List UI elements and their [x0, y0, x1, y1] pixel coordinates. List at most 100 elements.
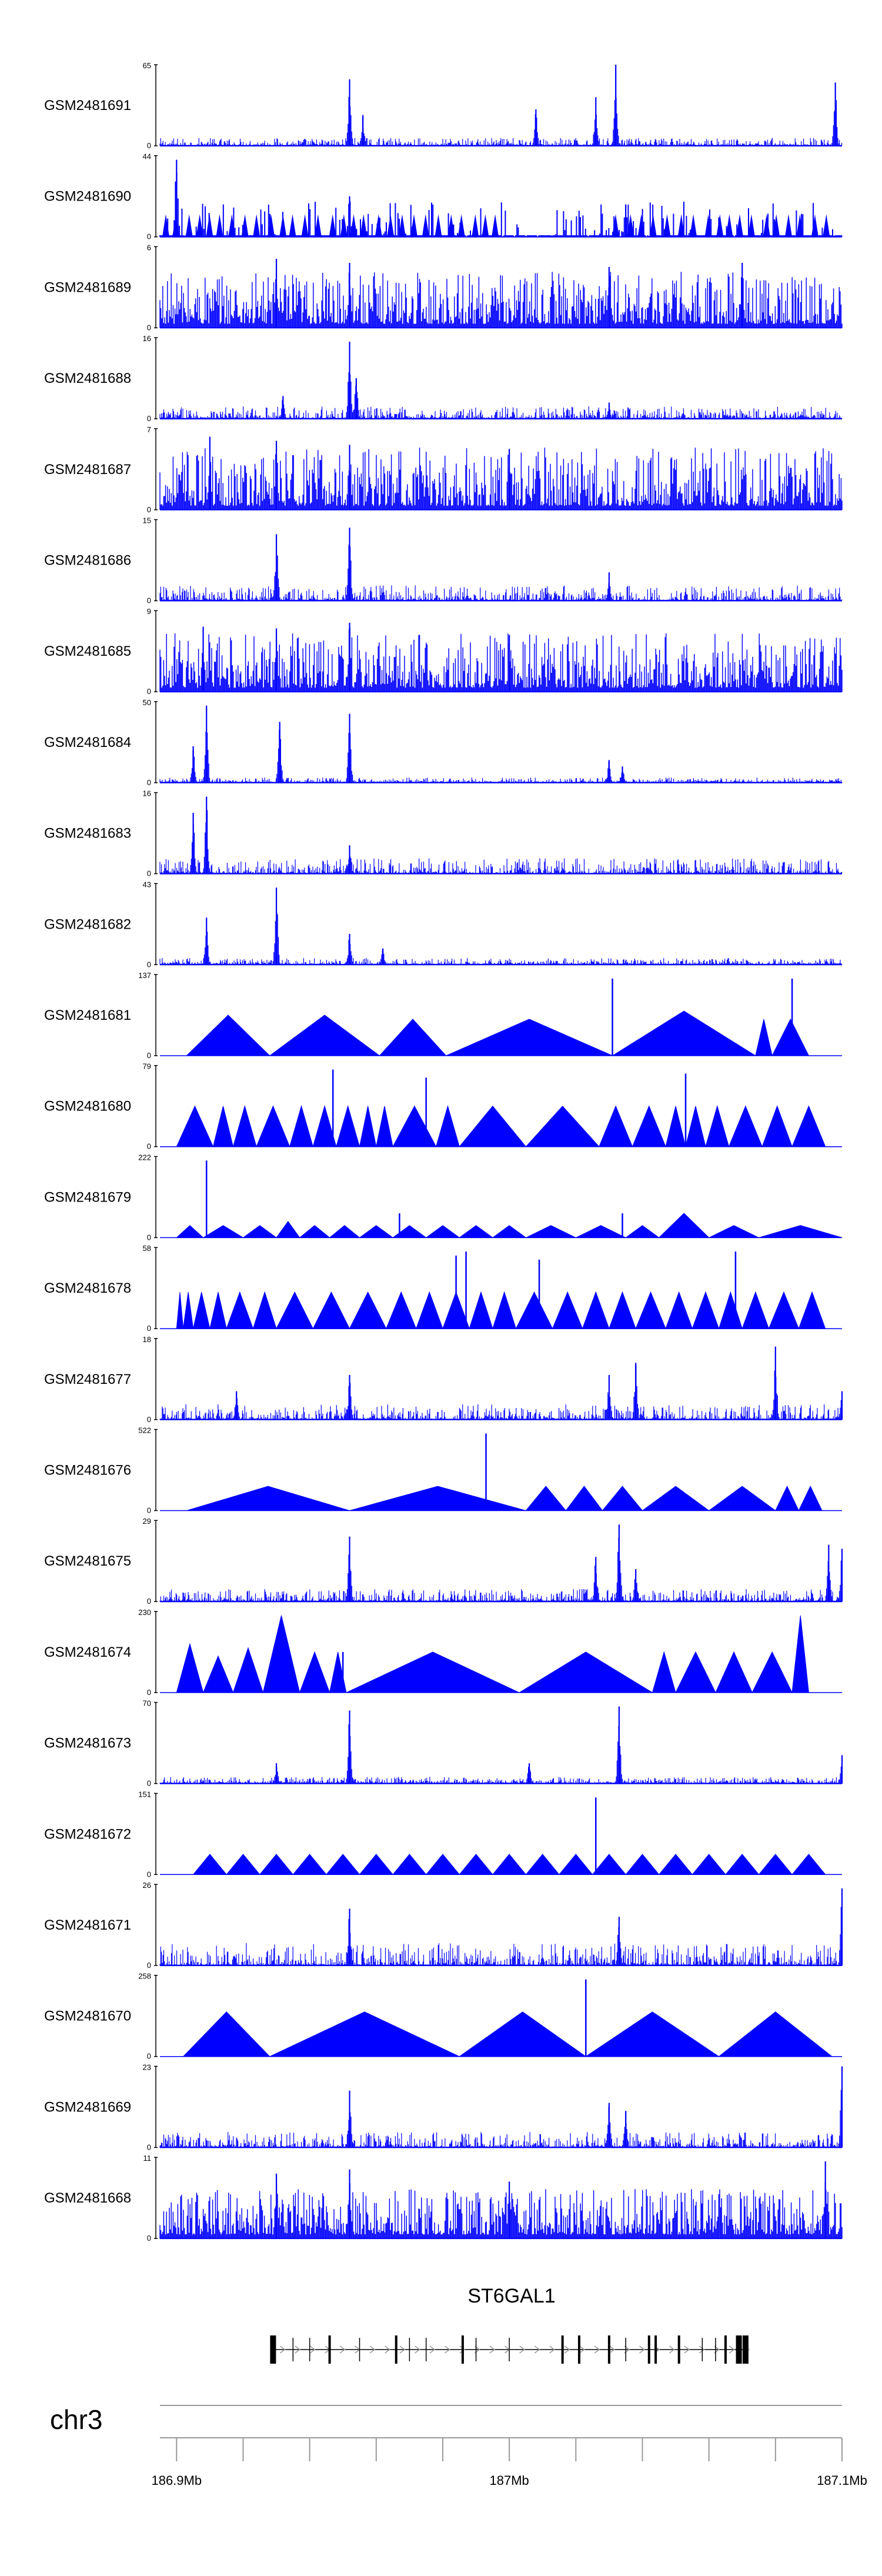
- track-ymin-label: 0: [147, 2052, 151, 2061]
- gene-annotation-track: ST6GAL1: [270, 2285, 750, 2364]
- track-ymin-label: 0: [147, 778, 151, 787]
- strand-arrow: [295, 2345, 301, 2354]
- track-label: GSM2481669: [44, 2099, 131, 2115]
- signal-area: [186, 1485, 823, 1511]
- track-gsm2481683: GSM2481683 16 0: [44, 789, 843, 878]
- signal-bars: [159, 626, 843, 692]
- signal-bars: [159, 1897, 843, 1966]
- signal-area: [182, 2011, 833, 2057]
- track-ymax-label: 230: [138, 1608, 151, 1617]
- track-ymax-label: 79: [143, 1062, 151, 1071]
- track-label: GSM2481680: [44, 1099, 131, 1115]
- axis-tick-label: 187Mb: [490, 2473, 529, 2488]
- track-ymax-label: 16: [143, 334, 151, 343]
- strand-arrow: [519, 2345, 526, 2354]
- strand-arrow: [639, 2345, 645, 2354]
- strand-arrow: [534, 2345, 540, 2354]
- track-label: GSM2481668: [44, 2190, 131, 2206]
- track-ymax-label: 258: [138, 1972, 151, 1981]
- track-ymax-label: 16: [143, 789, 151, 798]
- track-label: GSM2481672: [44, 1826, 131, 1842]
- track-ymax-label: 70: [143, 1699, 151, 1708]
- track-ymax-label: 15: [143, 516, 151, 525]
- strand-arrow: [564, 2345, 570, 2354]
- track-ymin-label: 0: [147, 1961, 151, 1970]
- track-gsm2481676: GSM2481676 522 0: [44, 1426, 842, 1515]
- strand-arrow: [445, 2345, 450, 2354]
- track-ymin-label: 0: [147, 1324, 151, 1333]
- gene-exon: [654, 2335, 657, 2364]
- strand-arrow: [459, 2345, 466, 2354]
- track-ymax-label: 6: [147, 243, 151, 252]
- strand-arrow: [309, 2345, 316, 2354]
- track-ymax-label: 151: [138, 1790, 151, 1798]
- track-ymax-label: 18: [143, 1335, 151, 1344]
- track-gsm2481687: GSM2481687 7 0: [44, 425, 843, 514]
- gene-exon: [736, 2335, 742, 2364]
- strand-arrow: [609, 2345, 615, 2354]
- track-gsm2481677: GSM2481677 18 0: [44, 1335, 843, 1424]
- track-gsm2481680: GSM2481680 79 0: [44, 1062, 842, 1151]
- track-ymin-label: 0: [147, 1051, 151, 1060]
- track-label: GSM2481679: [44, 1189, 131, 1205]
- gene-exon: [647, 2335, 650, 2364]
- axis-tick-label: 187.1Mb: [817, 2473, 867, 2488]
- strand-arrow: [415, 2345, 420, 2354]
- track-gsm2481669: GSM2481669 23 0: [44, 2063, 843, 2151]
- gene-exon: [270, 2335, 276, 2364]
- signal-bars: [159, 545, 843, 601]
- track-label: GSM2481674: [44, 1644, 131, 1660]
- strand-arrow: [369, 2345, 376, 2354]
- track-label: GSM2481686: [44, 553, 131, 569]
- signal-bars: [159, 2183, 843, 2239]
- gene-exon: [328, 2335, 331, 2364]
- track-ymin-label: 0: [147, 2143, 151, 2151]
- track-ymin-label: 0: [147, 1142, 151, 1151]
- signal-bars: [159, 68, 843, 146]
- track-ymin-label: 0: [147, 1506, 151, 1515]
- gene-exon: [577, 2335, 580, 2364]
- track-gsm2481686: GSM2481686 15 0: [44, 516, 843, 605]
- chromosome-label: chr3: [50, 2404, 102, 2435]
- gene-name-label: ST6GAL1: [467, 2285, 555, 2307]
- track-gsm2481679: GSM2481679 222 0: [44, 1153, 843, 1242]
- track-label: GSM2481688: [44, 371, 131, 386]
- strand-arrow: [339, 2345, 346, 2354]
- track-label: GSM2481690: [44, 189, 131, 205]
- track-label: GSM2481677: [44, 1372, 131, 1387]
- signal-bars: [159, 272, 843, 328]
- track-label: GSM2481685: [44, 643, 131, 659]
- track-ymax-label: 522: [138, 1426, 151, 1435]
- track-gsm2481673: GSM2481673 70 0: [44, 1699, 843, 1788]
- track-ymin-label: 0: [147, 323, 151, 332]
- track-label: GSM2481671: [44, 1917, 131, 1933]
- signal-area: [186, 1010, 810, 1056]
- strand-arrow: [684, 2345, 690, 2354]
- strand-arrow: [279, 2345, 286, 2354]
- track-gsm2481671: GSM2481671 26 0: [44, 1881, 843, 1970]
- track-ymin-label: 0: [147, 505, 151, 514]
- strand-arrow: [385, 2345, 390, 2354]
- strand-arrow: [549, 2345, 555, 2354]
- track-gsm2481684: GSM2481684 50 0: [44, 698, 843, 787]
- track-gsm2481672: GSM2481672 151 0: [44, 1790, 842, 1878]
- track-ymax-label: 26: [143, 1881, 151, 1890]
- gene-exon: [607, 2335, 610, 2364]
- gene-exon: [677, 2335, 680, 2364]
- signal-bars: [159, 2081, 843, 2148]
- track-label: GSM2481670: [44, 2008, 131, 2024]
- strand-arrow: [669, 2345, 675, 2354]
- gene-exon: [461, 2335, 464, 2364]
- track-ymax-label: 9: [147, 607, 151, 616]
- track-label: GSM2481676: [44, 1463, 131, 1479]
- track-label: GSM2481691: [44, 98, 131, 114]
- track-label: GSM2481678: [44, 1280, 131, 1296]
- track-panel: GSM2481691650GSM2481690440GSM248168960GS…: [44, 61, 843, 2243]
- track-ymax-label: 65: [143, 61, 151, 70]
- gene-exon: [724, 2335, 727, 2364]
- track-gsm2481691: GSM2481691 65 0: [44, 61, 843, 150]
- track-gsm2481685: GSM2481685 9 0: [44, 607, 843, 696]
- track-ymin-label: 0: [147, 1870, 151, 1878]
- track-ymax-label: 137: [138, 971, 151, 980]
- track-ymax-label: 23: [143, 2063, 151, 2071]
